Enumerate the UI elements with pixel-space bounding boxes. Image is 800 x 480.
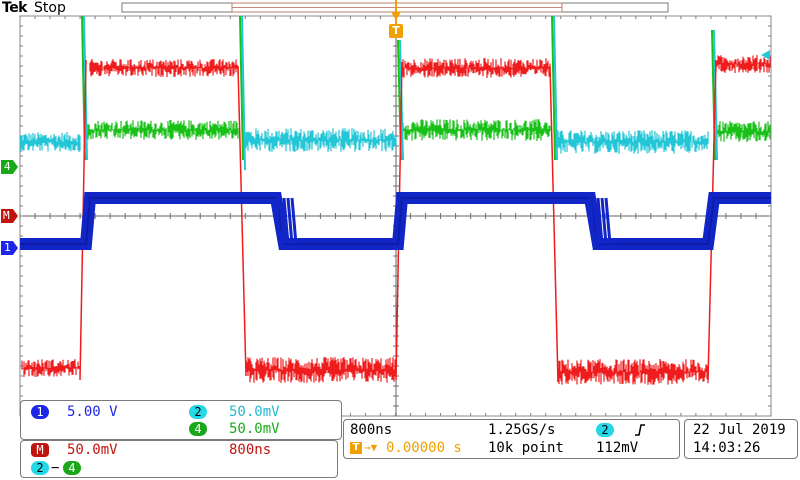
math-trace-high-1	[89, 59, 239, 77]
ch2-badge: 2	[189, 405, 207, 419]
math-trace-low-2	[245, 357, 397, 383]
trigger-level: 112mV	[596, 440, 639, 456]
sample-rate: 1.25GS/s	[488, 422, 556, 438]
datetime-panel: 22 Jul 2019 14:03:26	[684, 419, 798, 459]
acquisition-status: Stop	[34, 0, 66, 16]
ch4-trace-high-2	[401, 119, 551, 141]
timebase-panel[interactable]: 800ns 1.25GS/s T →▼ 0.00000 s 10k point …	[343, 419, 680, 459]
ch4-badge: 4	[189, 422, 207, 436]
ch2-scale: 50.0mV	[229, 404, 280, 420]
math-level-marker[interactable]: M	[1, 209, 18, 223]
math-badge: M	[31, 443, 49, 457]
brand-logo: Tek	[2, 0, 28, 16]
time: 14:03:26	[693, 440, 761, 456]
ch2-trace-low-1	[19, 132, 81, 152]
ch4-trace-high-1	[87, 120, 239, 140]
math-trace-low-1	[21, 359, 81, 377]
math-trace-high-2	[401, 58, 551, 78]
ch1-trace	[20, 192, 771, 250]
trigger-offset-arrow-icon: →▼	[364, 441, 378, 454]
record-length: 10k point	[488, 440, 564, 456]
trigger-source-badge: 2	[596, 423, 614, 437]
ch4-trace-high-3	[715, 121, 771, 143]
trigger-position-icon: T	[350, 442, 362, 454]
ch2-trace-low-3	[555, 130, 709, 154]
trigger-t-label: T	[389, 24, 403, 38]
ch1-badge: 1	[31, 405, 49, 419]
trace-layer	[19, 15, 771, 385]
channel-scale-panel[interactable]: 1 5.00 V 2 50.0mV 4 50.0mV	[20, 400, 342, 440]
math-timebase: 800ns	[229, 442, 272, 458]
ch1-scale: 5.00 V	[67, 404, 118, 420]
ch4-level-marker[interactable]: 4	[1, 160, 18, 174]
rising-edge-icon	[635, 424, 645, 436]
math-trace-low-3	[557, 359, 709, 385]
ch1-level-marker[interactable]: 1	[1, 241, 18, 255]
math-source-a: 2	[31, 461, 49, 475]
trigger-position-arrow-icon	[391, 12, 401, 20]
math-scale: 50.0mV	[67, 442, 118, 458]
trigger-position-marker[interactable]: T	[389, 0, 403, 40]
trigger-position: 0.00000 s	[386, 440, 462, 456]
trigger-level-icon[interactable]	[761, 50, 770, 60]
date: 22 Jul 2019	[693, 422, 786, 438]
math-operator: −	[51, 460, 60, 476]
horizontal-scale: 800ns	[350, 422, 393, 438]
math-panel[interactable]: M 50.0mV 800ns 2 − 4	[20, 440, 338, 478]
ch2-trace-low-2	[243, 128, 397, 152]
ch4-scale: 50.0mV	[229, 421, 280, 437]
math-source-b: 4	[63, 461, 81, 475]
